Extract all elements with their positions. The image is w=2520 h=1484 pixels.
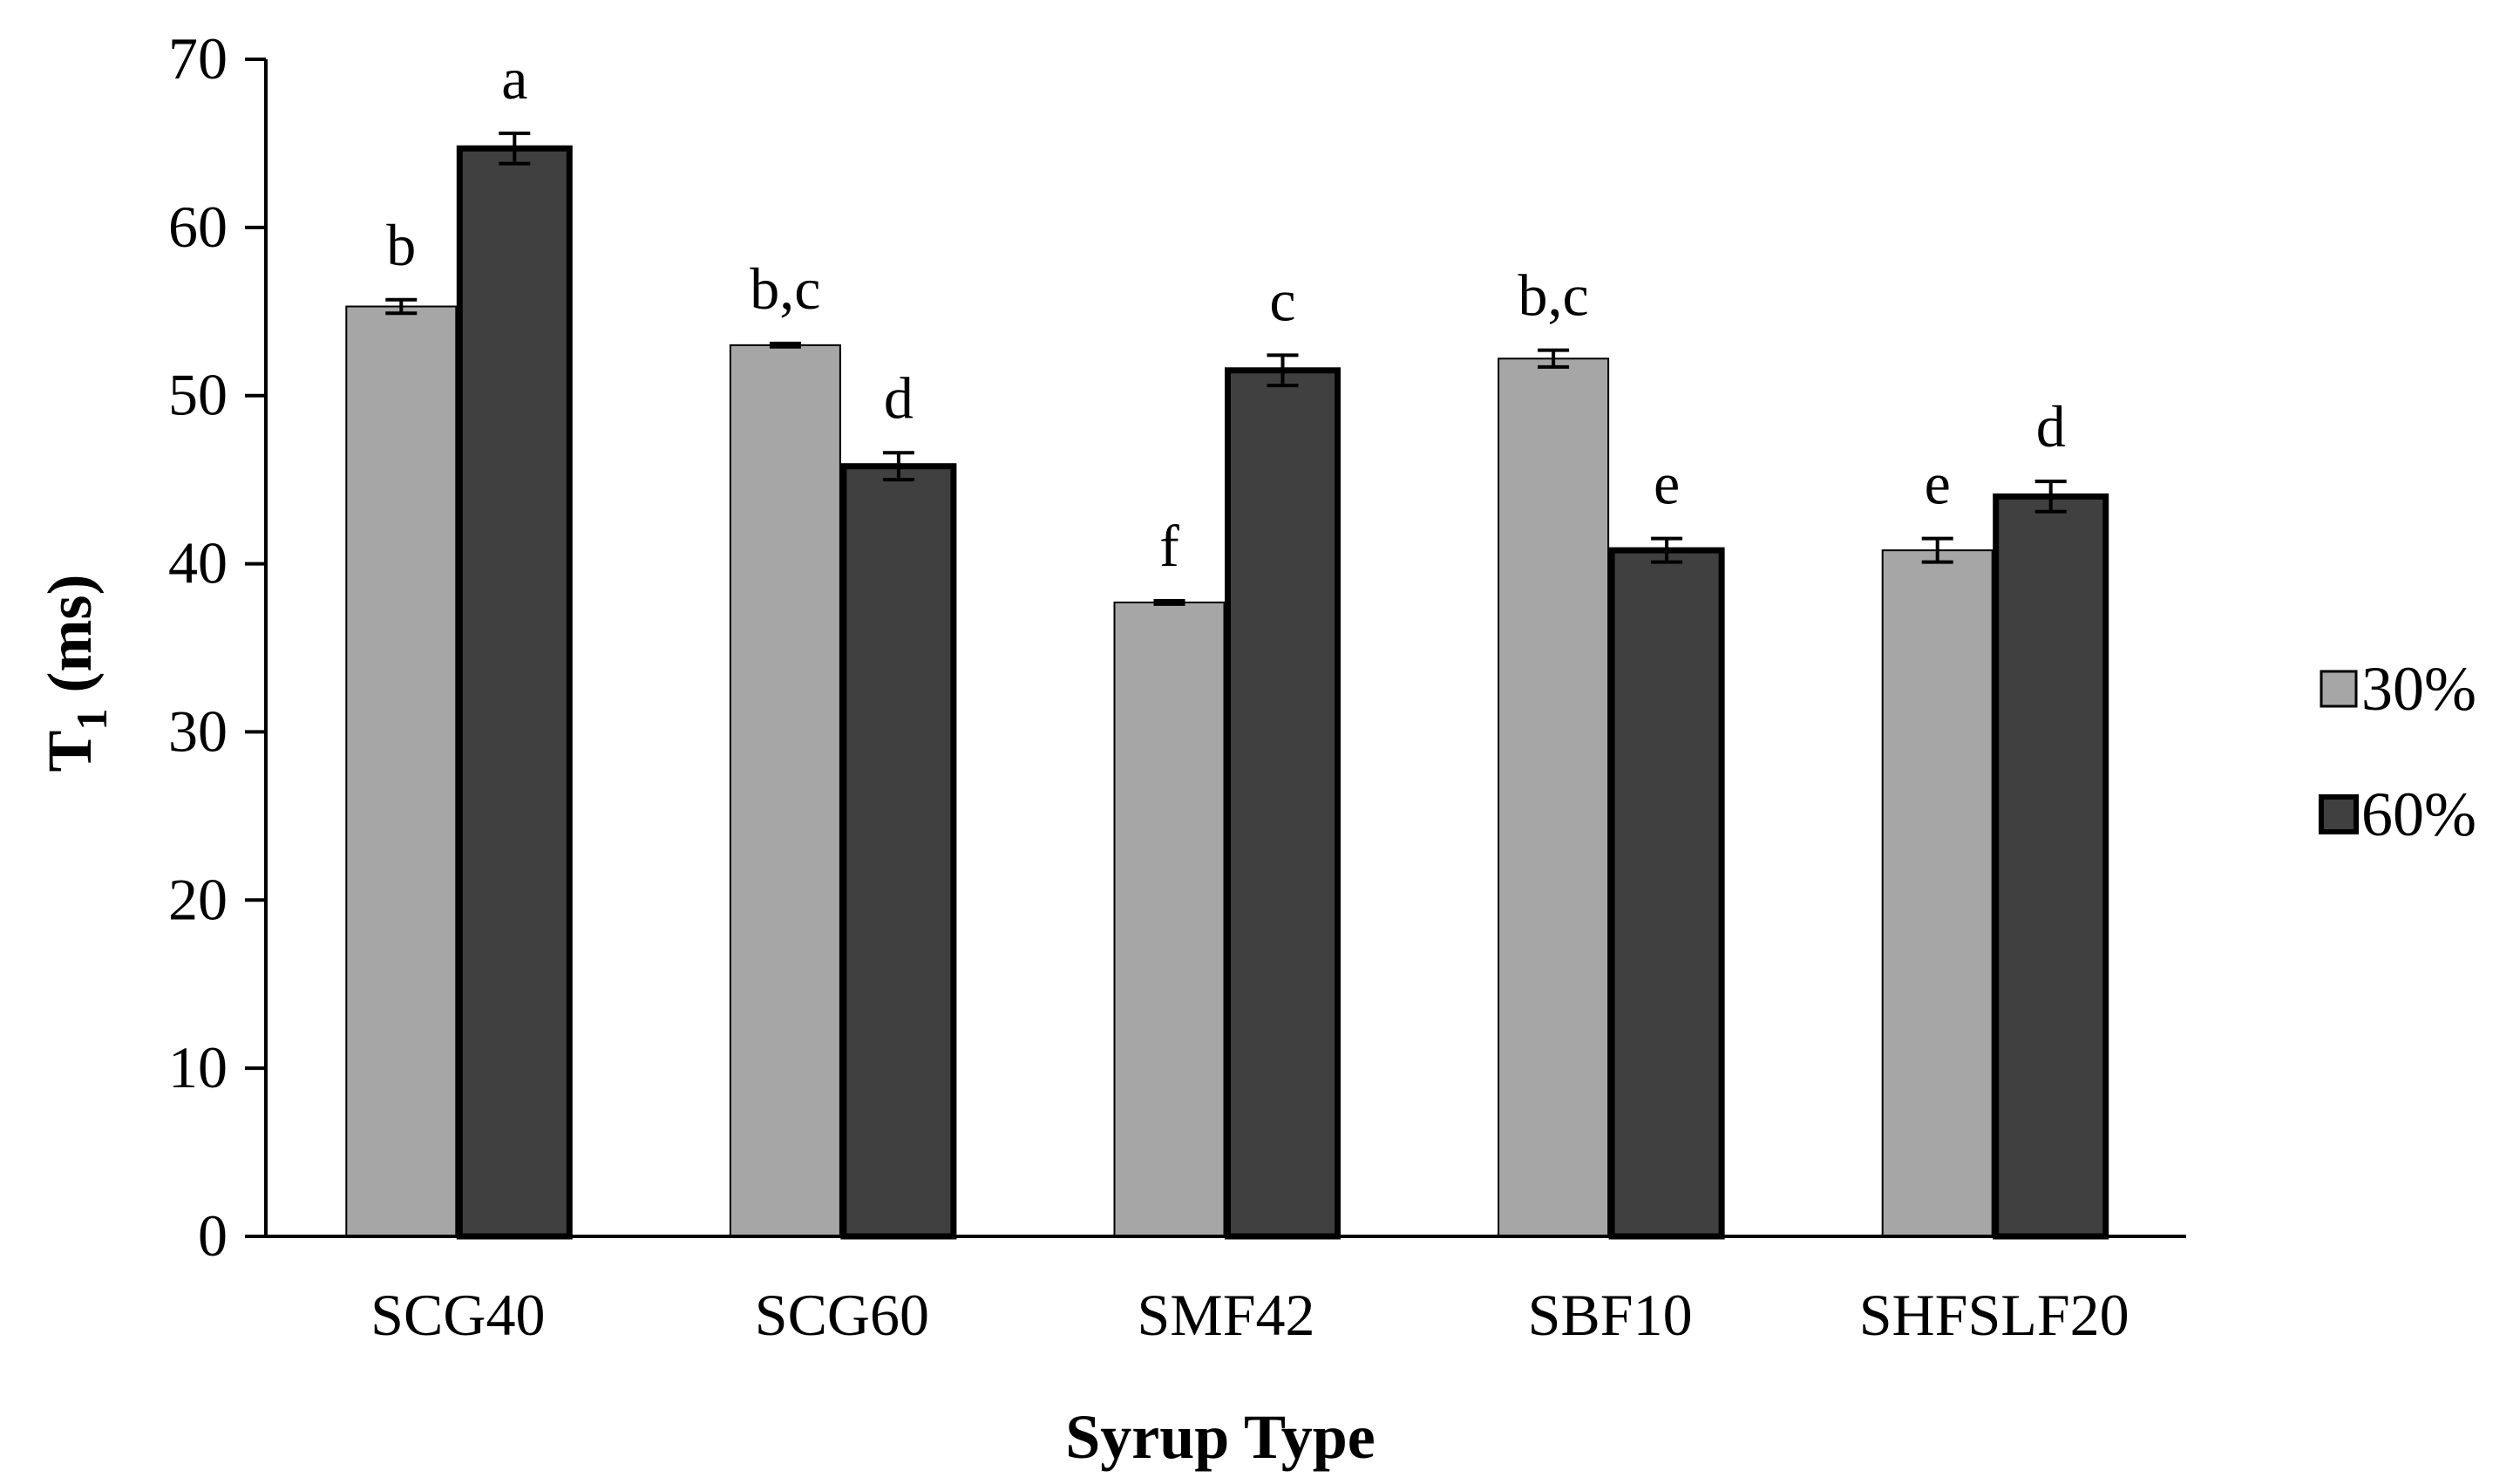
- y-axis-title-subscript: 1: [67, 708, 116, 730]
- y-tick-label: 60: [168, 194, 228, 260]
- significance-label: d: [2036, 393, 2066, 459]
- x-tick-label: SCG40: [370, 1282, 545, 1348]
- legend: 30% 60%: [2319, 654, 2476, 849]
- bars-layer: [345, 145, 2109, 1240]
- bar: [840, 463, 957, 1240]
- error-bars-layer: [385, 131, 2067, 606]
- y-tick-label: 20: [168, 866, 228, 932]
- significance-label: b: [386, 212, 416, 278]
- y-tick-label: 50: [168, 362, 228, 428]
- legend-label: 60%: [2361, 779, 2476, 849]
- significance-labels-layer: b b,c f b,c e a d c e d: [386, 45, 2065, 579]
- y-tick-label: 70: [168, 25, 228, 92]
- significance-label: a: [501, 45, 527, 112]
- y-axis-title-space: [35, 692, 105, 708]
- y-axis-title-unit: (ms): [35, 575, 105, 693]
- bar: [1881, 549, 1994, 1237]
- bar: [729, 344, 841, 1238]
- bar: [1225, 367, 1341, 1240]
- x-tick-label: SMF42: [1137, 1282, 1314, 1348]
- bar: [345, 305, 458, 1237]
- bar: [456, 145, 573, 1240]
- significance-label: e: [1925, 451, 1951, 517]
- y-tick-label: 10: [168, 1034, 228, 1100]
- y-axis-title-main: T: [35, 730, 105, 772]
- legend-swatch: [2320, 670, 2358, 708]
- bar: [1498, 357, 1610, 1237]
- y-axis-title: T1 (ms): [35, 575, 116, 773]
- y-ticks-layer: 0 10 20 30 40 50 60 70: [168, 25, 266, 1269]
- x-axis-title: Syrup Type: [1065, 1402, 1375, 1472]
- bar: [1993, 493, 2109, 1240]
- x-tick-label: SHFSLF20: [1859, 1282, 2129, 1348]
- significance-label: f: [1159, 513, 1179, 579]
- x-tick-label: SBF10: [1528, 1282, 1693, 1348]
- legend-label: 30%: [2361, 654, 2476, 724]
- y-tick-label: 30: [168, 698, 228, 764]
- legend-swatch: [2319, 794, 2359, 834]
- x-tick-labels-layer: SCG40 SCG60 SMF42 SBF10 SHFSLF20: [370, 1282, 2129, 1348]
- significance-label: b,c: [1518, 262, 1589, 329]
- x-tick-label: SCG60: [755, 1282, 929, 1348]
- significance-label: b,c: [750, 255, 820, 322]
- bar: [1113, 601, 1226, 1237]
- y-tick-label: 0: [198, 1202, 228, 1269]
- significance-label: c: [1269, 267, 1295, 333]
- y-tick-label: 40: [168, 530, 228, 596]
- significance-label: d: [884, 364, 914, 431]
- bar: [1608, 547, 1725, 1240]
- significance-label: e: [1654, 451, 1680, 517]
